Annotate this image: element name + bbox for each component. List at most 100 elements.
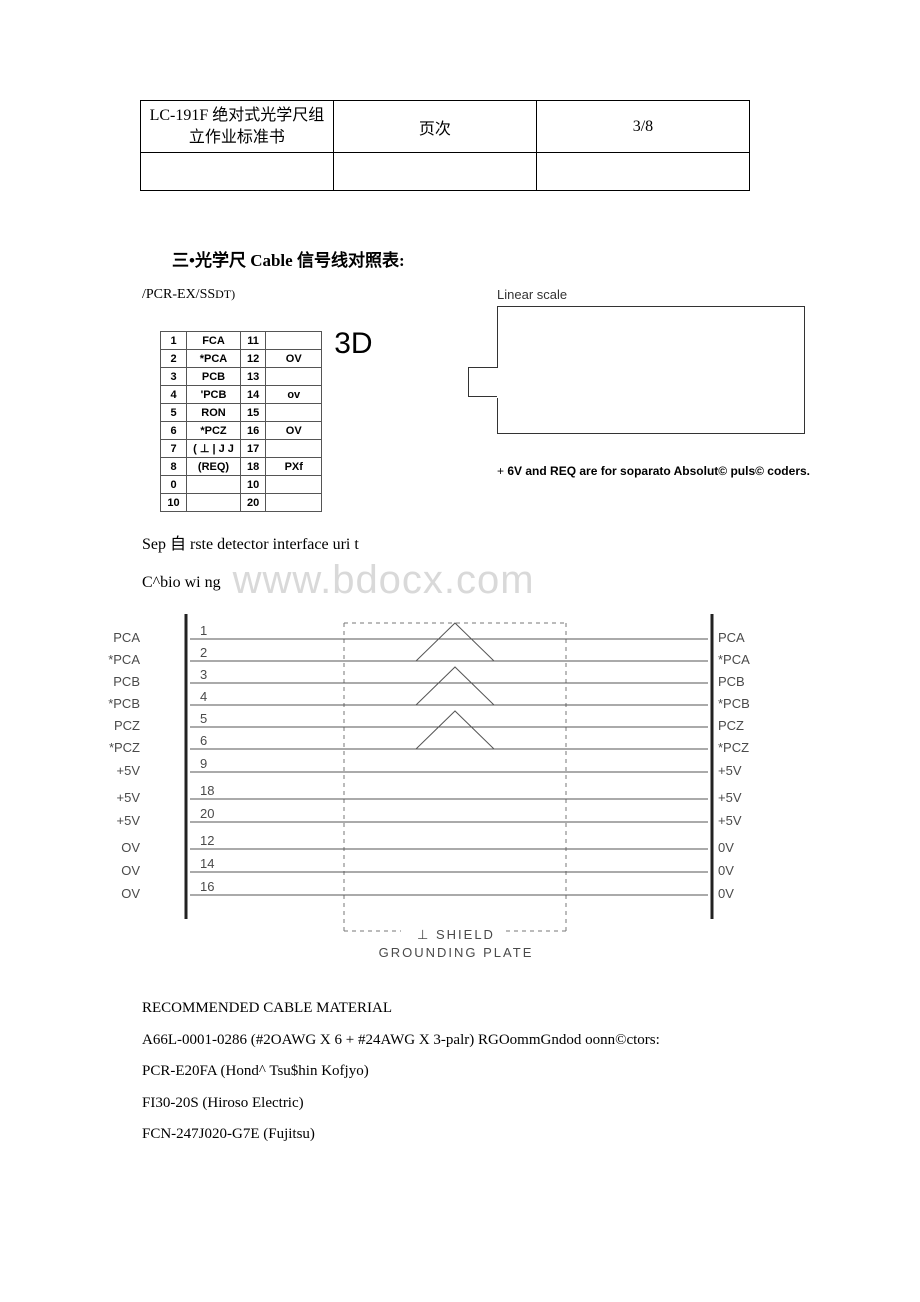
ground-label: GROUNDING PLATE [379, 945, 534, 960]
pin-num: 18 [241, 458, 266, 476]
pin-num: 20 [241, 494, 266, 512]
pin-sig [266, 476, 322, 494]
wire-number: 4 [200, 689, 207, 704]
pin-sig: OV [266, 350, 322, 368]
wire-label-right: 0V [718, 840, 778, 855]
table-row: 8(REQ)18PXf [161, 458, 322, 476]
footer-line-4: FI30-20S (Hiroso Electric) [142, 1088, 810, 1120]
upper-row: /PCR-EX/SSDT) 1FCA112*PCA12OV3PCB134'PCB… [140, 287, 810, 512]
pin-num: 14 [241, 386, 266, 404]
linear-scale-box [497, 306, 805, 434]
shield-label: ⊥ SHIELD [417, 927, 495, 942]
wire-label-right: PCB [718, 674, 778, 689]
pin-num: 5 [161, 404, 187, 422]
pin-num: 13 [241, 368, 266, 386]
table-row: 6*PCZ16OV [161, 422, 322, 440]
pin-sig: FCA [187, 332, 241, 350]
wire-label-left: PCB [80, 674, 140, 689]
subtitle-a: /PCR-EX/SS [142, 287, 215, 302]
blank-cell [536, 153, 749, 191]
wire-label-right: *PCZ [718, 740, 778, 755]
pin-sig: *PCZ [187, 422, 241, 440]
label-3d: 3D [334, 327, 372, 361]
pin-num: 10 [161, 494, 187, 512]
pin-table: 1FCA112*PCA12OV3PCB134'PCB14ov5RON156*PC… [160, 331, 322, 512]
wire-number: 16 [200, 879, 214, 894]
subtitle-b: DT) [215, 287, 235, 301]
pin-num: 2 [161, 350, 187, 368]
doc-title: LC-191F 绝对式光学尺组立作业标准书 [141, 101, 334, 153]
pin-sig: OV [266, 422, 322, 440]
wire-label-right: +5V [718, 813, 778, 828]
wire-number: 3 [200, 667, 207, 682]
footer-line-5: FCN-247J020-G7E (Fujitsu) [142, 1119, 810, 1151]
table-row: 2*PCA12OV [161, 350, 322, 368]
wire-number: 14 [200, 856, 214, 871]
pin-num: 17 [241, 440, 266, 458]
wire-label-left: PCZ [80, 718, 140, 733]
pin-num: 7 [161, 440, 187, 458]
wire-number: 20 [200, 806, 214, 821]
pin-sig: ov [266, 386, 322, 404]
pin-num: 0 [161, 476, 187, 494]
pin-num: 8 [161, 458, 187, 476]
table-row: 4'PCB14ov [161, 386, 322, 404]
wire-number: 12 [200, 833, 214, 848]
wire-number: 1 [200, 623, 207, 638]
pin-sig: PXf [266, 458, 322, 476]
pin-num: 10 [241, 476, 266, 494]
pin-sig [266, 494, 322, 512]
wire-label-left: OV [80, 886, 140, 901]
pin-num: 16 [241, 422, 266, 440]
wire-label-left: OV [80, 840, 140, 855]
cable-wiring-label: C^bio wi ng [142, 574, 221, 592]
pin-num: 4 [161, 386, 187, 404]
wire-label-right: +5V [718, 790, 778, 805]
wire-number: 2 [200, 645, 207, 660]
table-row: 3PCB13 [161, 368, 322, 386]
header-table: LC-191F 绝对式光学尺组立作业标准书 页次 3/8 [140, 100, 750, 191]
connector-notch-icon [468, 367, 498, 397]
pin-num: 12 [241, 350, 266, 368]
blank-cell [333, 153, 536, 191]
wiring-svg: ⊥ SHIELD GROUNDING PLATE [96, 609, 776, 979]
wire-label-right: 0V [718, 886, 778, 901]
wire-label-left: +5V [80, 790, 140, 805]
page-number: 3/8 [536, 101, 749, 153]
wire-number: 5 [200, 711, 207, 726]
pin-sig [266, 332, 322, 350]
footer-line-3: PCR-E20FA (Hond^ Tsu$hin Kofjyo) [142, 1056, 810, 1088]
note-body: 6V and REQ are for soparato Absolut© pul… [507, 464, 810, 478]
table-row: 1FCA11 [161, 332, 322, 350]
wire-label-right: +5V [718, 763, 778, 778]
wiring-diagram: ⊥ SHIELD GROUNDING PLATE PCAPCA1*PCA*PCA… [96, 609, 776, 979]
wire-label-left: OV [80, 863, 140, 878]
wire-label-right: *PCA [718, 652, 778, 667]
wire-label-left: *PCB [80, 696, 140, 711]
wire-label-left: +5V [80, 813, 140, 828]
watermark-text: www.bdocx.com [233, 558, 535, 603]
pin-sig: (REQ) [187, 458, 241, 476]
wire-label-right: PCZ [718, 718, 778, 733]
pin-sig: RON [187, 404, 241, 422]
linear-scale-label: Linear scale [497, 287, 810, 302]
footer-block: RECOMMENDED CABLE MATERIAL A66L-0001-028… [142, 993, 810, 1151]
pin-num: 15 [241, 404, 266, 422]
subtitle: /PCR-EX/SSDT) [142, 287, 430, 303]
pin-num: 1 [161, 332, 187, 350]
wire-label-left: +5V [80, 763, 140, 778]
wire-label-left: *PCZ [80, 740, 140, 755]
section-title: 三•光学尺 Cable 信号线对照表: [172, 246, 810, 271]
page-label: 页次 [333, 101, 536, 153]
linear-scale-note: + 6V and REQ are for soparato Absolut© p… [497, 464, 810, 480]
wire-label-right: PCA [718, 630, 778, 645]
pin-sig: ( ⊥ | J J [187, 440, 241, 458]
wire-label-right: 0V [718, 863, 778, 878]
pin-sig [266, 368, 322, 386]
pin-sig [187, 494, 241, 512]
pin-sig [187, 476, 241, 494]
pin-sig [266, 440, 322, 458]
pin-num: 6 [161, 422, 187, 440]
table-row: 5RON15 [161, 404, 322, 422]
wire-label-left: PCA [80, 630, 140, 645]
